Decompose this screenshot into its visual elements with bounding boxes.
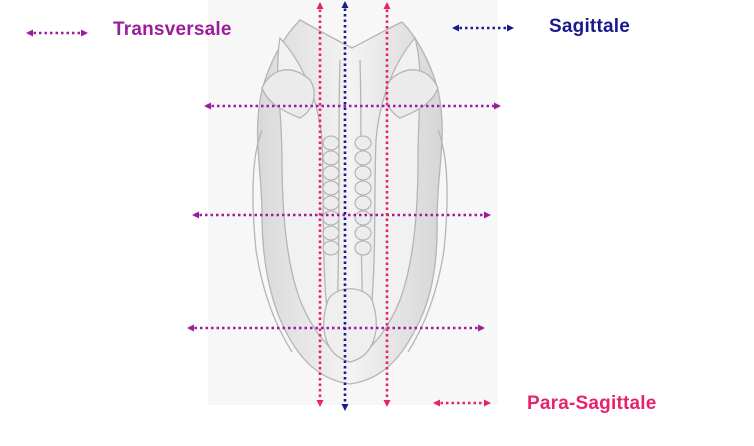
para-sagittal-planes: [316, 1, 391, 407]
somite-left: [322, 195, 340, 211]
somite-left: [322, 210, 340, 226]
transverse-planes: [187, 102, 501, 332]
somite-right: [354, 165, 372, 181]
somite-left: [322, 150, 340, 166]
lateral-plate-right: [407, 129, 448, 353]
somite-right: [354, 150, 372, 166]
somite-right: [354, 135, 372, 151]
somite-left: [322, 225, 340, 241]
caudal-bulb: [323, 288, 377, 363]
somite-left: [322, 135, 340, 151]
legend-label-para-sagittale: Para-Sagittale: [527, 393, 657, 414]
embryo-illustration: [252, 19, 448, 385]
somite-right: [354, 240, 372, 256]
somite-left: [322, 165, 340, 181]
lateral-plate-left: [252, 129, 293, 353]
somite-right: [354, 210, 372, 226]
somite-left: [322, 180, 340, 196]
somite-left: [322, 240, 340, 256]
somite-right: [354, 225, 372, 241]
legend-label-transversale: Transversale: [113, 19, 232, 40]
somite-right: [354, 180, 372, 196]
somite-right: [354, 195, 372, 211]
legend-label-sagittale: Sagittale: [549, 16, 630, 37]
